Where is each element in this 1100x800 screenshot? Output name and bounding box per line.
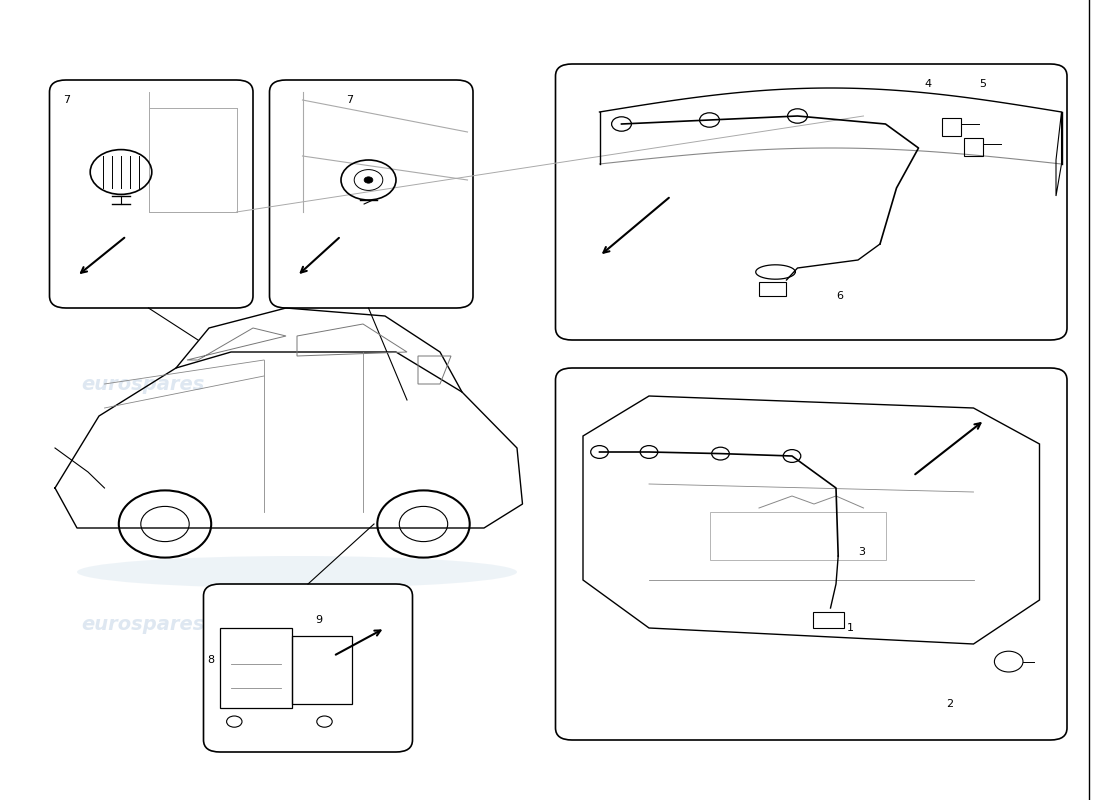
- Circle shape: [364, 177, 373, 183]
- Bar: [964, 138, 983, 156]
- FancyBboxPatch shape: [50, 80, 253, 308]
- FancyBboxPatch shape: [556, 368, 1067, 740]
- Text: eurospares: eurospares: [81, 374, 205, 394]
- Text: 5: 5: [979, 79, 986, 89]
- Text: eurospares: eurospares: [686, 390, 810, 410]
- Text: 8: 8: [207, 655, 213, 665]
- Bar: [942, 118, 961, 136]
- Bar: [759, 282, 786, 296]
- FancyBboxPatch shape: [204, 584, 412, 752]
- Text: 1: 1: [847, 623, 854, 633]
- Bar: [813, 612, 844, 628]
- Text: 4: 4: [924, 79, 931, 89]
- Text: 2: 2: [946, 699, 953, 709]
- FancyBboxPatch shape: [556, 64, 1067, 340]
- Text: eurospares: eurospares: [81, 614, 205, 634]
- Text: 9: 9: [316, 615, 322, 625]
- Text: 7: 7: [346, 95, 353, 105]
- Text: 7: 7: [63, 95, 69, 105]
- Bar: [710, 512, 886, 560]
- Bar: [220, 628, 292, 708]
- Text: 6: 6: [836, 291, 843, 301]
- Bar: [292, 636, 352, 704]
- Text: eurospares: eurospares: [686, 630, 810, 650]
- Ellipse shape: [77, 556, 517, 588]
- FancyBboxPatch shape: [270, 80, 473, 308]
- Text: 3: 3: [858, 547, 865, 557]
